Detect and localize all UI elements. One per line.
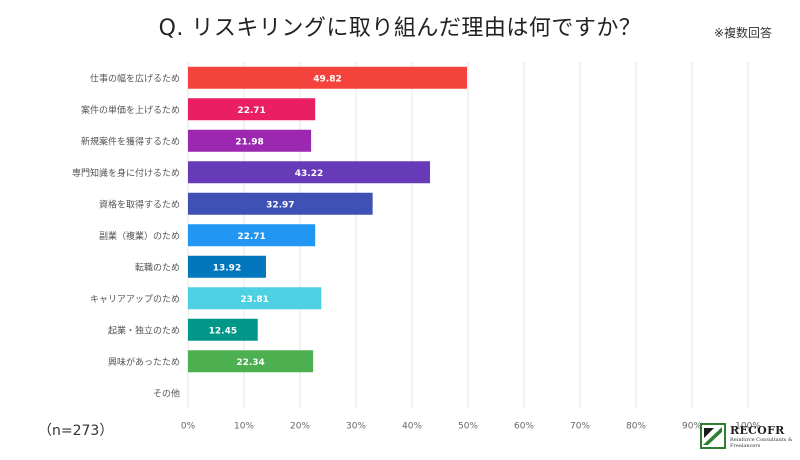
x-tick-label: 50% xyxy=(458,422,478,432)
bar xyxy=(188,98,316,121)
x-tick-label: 40% xyxy=(402,422,422,432)
multiple-answer-note: ※複数回答 xyxy=(713,26,772,40)
recofr-logo: RECOFR Reinforce Consultants & Freelance… xyxy=(700,423,796,455)
category-label: その他 xyxy=(153,387,180,399)
data-label: 49.82 xyxy=(313,74,341,84)
category-label: 起業・独立のため xyxy=(108,324,180,336)
bar xyxy=(188,350,314,373)
x-tick-label: 20% xyxy=(290,422,310,432)
x-tick-label: 10% xyxy=(234,422,254,432)
bar xyxy=(188,192,373,215)
bar xyxy=(188,161,431,184)
logo-name: RECOFR xyxy=(730,424,785,437)
x-tick-label: 30% xyxy=(346,422,366,432)
data-label: 23.81 xyxy=(240,295,268,305)
x-tick-label: 80% xyxy=(626,422,646,432)
category-label: 資格を取得するため xyxy=(99,198,180,210)
chart-title: Q. リスキリングに取り組んだ理由は何ですか？ xyxy=(158,16,642,41)
data-label: 21.98 xyxy=(235,137,263,147)
x-tick-label: 100% xyxy=(735,422,761,432)
x-tick-label: 60% xyxy=(514,422,534,432)
category-label: 新規案件を獲得するため xyxy=(81,135,180,147)
recofr-logo-icon xyxy=(700,423,726,449)
data-label: 22.71 xyxy=(237,106,265,116)
data-label: 22.71 xyxy=(237,232,265,242)
bar xyxy=(188,224,316,247)
data-label: 22.34 xyxy=(236,358,264,368)
bar xyxy=(188,287,322,310)
bar xyxy=(188,318,258,341)
category-label: 案件の単価を上げるため xyxy=(81,104,180,116)
x-tick-label: 0% xyxy=(181,422,196,432)
category-label: 副業（複業）のため xyxy=(99,230,180,242)
bar xyxy=(188,129,312,152)
data-label: 13.92 xyxy=(213,263,241,273)
bar xyxy=(188,255,266,278)
category-label: 仕事の幅を広げるため xyxy=(90,72,180,84)
data-label: 12.45 xyxy=(209,326,237,336)
sample-size: （n=273） xyxy=(38,423,114,439)
data-label: 32.97 xyxy=(266,200,294,210)
x-tick-label: 70% xyxy=(570,422,590,432)
bar xyxy=(188,66,467,89)
data-label: 43.22 xyxy=(295,169,323,179)
x-tick-label: 90% xyxy=(682,422,702,432)
logo-tagline: Reinforce Consultants & Freelancers xyxy=(730,437,793,449)
category-label: 転職のため xyxy=(135,262,180,273)
category-label: 興味があったため xyxy=(108,356,180,368)
category-label: 専門知識を身に付けるため xyxy=(72,167,180,179)
category-label: キャリアアップのため xyxy=(90,294,180,305)
